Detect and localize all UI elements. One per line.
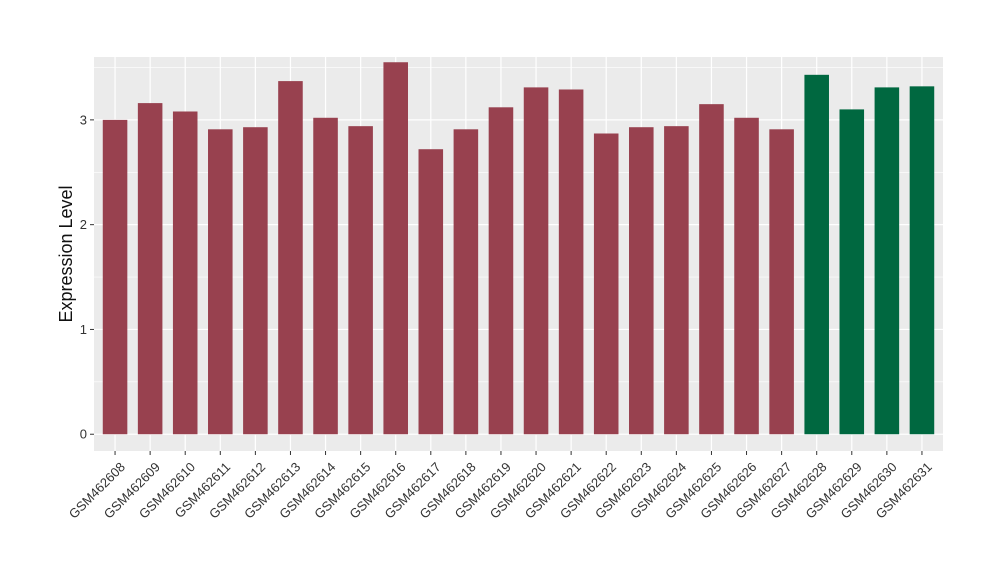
bar-GSM462609 — [137, 103, 163, 435]
bar-GSM462612 — [243, 127, 268, 435]
bar-GSM462629 — [839, 109, 865, 435]
bar-GSM462613 — [278, 81, 303, 435]
bar-GSM462615 — [348, 126, 373, 435]
bar-GSM462618 — [453, 129, 479, 435]
y-tick-label: 2 — [80, 217, 87, 232]
bar-GSM462608 — [102, 119, 128, 435]
bar-GSM462622 — [593, 133, 619, 435]
bar-GSM462631 — [909, 86, 935, 435]
bar-GSM462626 — [734, 117, 759, 435]
bar-GSM462611 — [208, 129, 233, 435]
y-tick-label: 3 — [80, 112, 87, 127]
bar-GSM462610 — [172, 111, 198, 435]
bar-GSM462627 — [769, 129, 794, 435]
y-tick-label: 1 — [80, 322, 87, 337]
bar-GSM462616 — [383, 62, 408, 435]
bar-GSM462617 — [418, 149, 444, 435]
bar-GSM462630 — [874, 87, 900, 435]
bar-GSM462614 — [313, 117, 338, 435]
grid-minor-lines — [94, 67, 943, 383]
y-tick-label: 0 — [80, 427, 87, 442]
y-axis-title: Expression Level — [56, 185, 76, 322]
bars — [102, 62, 935, 435]
bar-GSM462623 — [629, 127, 654, 435]
y-axis: 0 1 2 3 — [80, 112, 94, 442]
bar-GSM462619 — [488, 107, 514, 435]
x-axis: GSM462608GSM462609GSM462610GSM462611GSM4… — [66, 451, 935, 522]
bar-GSM462624 — [664, 126, 689, 435]
plot-panel — [94, 57, 943, 451]
bar-GSM462628 — [804, 74, 829, 435]
bar-GSM462621 — [558, 89, 584, 435]
bar-GSM462625 — [699, 104, 724, 435]
bar-GSM462620 — [523, 87, 549, 435]
